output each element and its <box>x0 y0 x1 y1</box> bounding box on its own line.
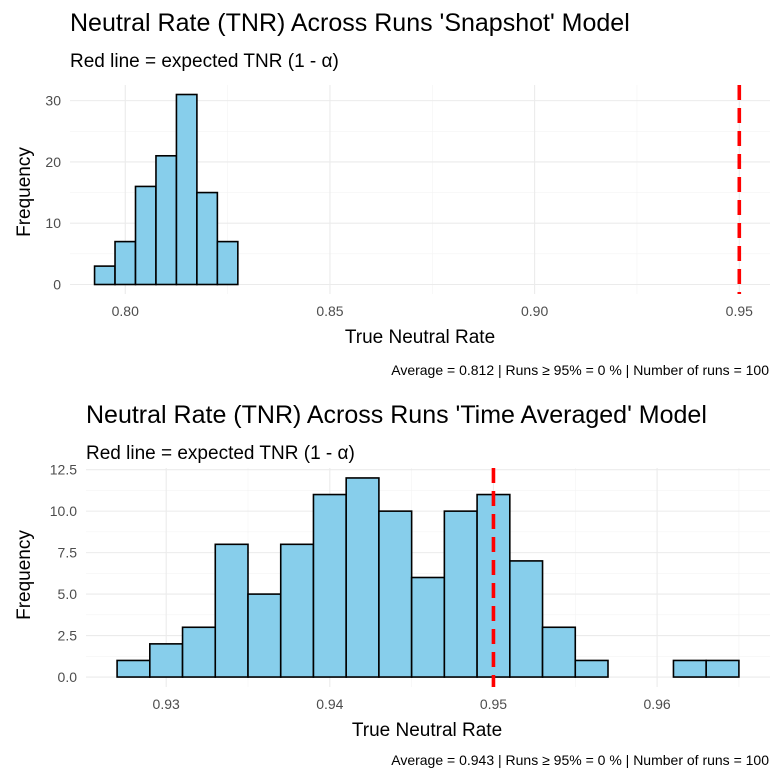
time-averaged-panel: Neutral Rate (TNR) Across Runs 'Time Ave… <box>14 401 770 768</box>
time-averaged-bar <box>705 659 740 678</box>
snapshot-y-tick-label: 10 <box>45 215 61 231</box>
time-averaged-y-tick-label: 5.0 <box>58 586 78 602</box>
time-averaged-bars <box>116 477 740 678</box>
time-averaged-bar <box>181 626 217 678</box>
snapshot-y-ticks: 0 10 20 30 <box>45 93 61 293</box>
time-averaged-y-tick-label: 12.5 <box>50 462 77 478</box>
snapshot-bar <box>114 240 137 286</box>
time-averaged-bar <box>378 510 413 678</box>
time-averaged-bar <box>509 560 544 678</box>
snapshot-y-tick-label: 30 <box>45 93 61 109</box>
snapshot-bar <box>155 154 178 286</box>
time-averaged-y-axis-title: Frequency <box>14 530 35 620</box>
snapshot-panel: Neutral Rate (TNR) Across Runs 'Snapshot… <box>14 9 770 378</box>
snapshot-bar <box>93 265 116 286</box>
time-averaged-bar <box>279 543 315 678</box>
time-averaged-bar <box>149 643 184 678</box>
snapshot-x-axis-title: True Neutral Rate <box>345 327 495 348</box>
time-averaged-x-axis-title: True Neutral Rate <box>352 720 502 741</box>
snapshot-subtitle: Red line = expected TNR (1 - α) <box>70 51 339 72</box>
time-averaged-bar <box>214 543 249 678</box>
snapshot-bar <box>196 191 219 286</box>
snapshot-y-tick-label: 20 <box>45 154 61 170</box>
snapshot-x-tick-label: 0.85 <box>316 303 343 319</box>
time-averaged-x-tick-label: 0.94 <box>316 696 343 712</box>
snapshot-y-tick-label: 0 <box>53 277 61 293</box>
snapshot-bar <box>216 240 239 286</box>
time-averaged-x-tick-label: 0.93 <box>153 696 180 712</box>
time-averaged-y-tick-label: 10.0 <box>50 503 77 519</box>
snapshot-x-ticks: 0.80 0.85 0.90 0.95 <box>112 303 753 319</box>
snapshot-bars <box>93 93 239 286</box>
snapshot-bar <box>175 93 198 286</box>
snapshot-bar <box>134 185 157 286</box>
time-averaged-bar <box>672 659 707 678</box>
snapshot-x-tick-label: 0.80 <box>112 303 139 319</box>
time-averaged-y-tick-label: 7.5 <box>58 545 78 561</box>
time-averaged-caption: Average = 0.943 | Runs ≥ 95% = 0 % | Num… <box>391 752 769 768</box>
time-averaged-bar <box>247 593 282 678</box>
snapshot-y-axis-title: Frequency <box>14 147 35 237</box>
time-averaged-bar <box>574 659 609 678</box>
time-averaged-bar <box>443 510 478 678</box>
time-averaged-bar <box>116 659 151 678</box>
snapshot-x-tick-label: 0.95 <box>726 303 753 319</box>
snapshot-title: Neutral Rate (TNR) Across Runs 'Snapshot… <box>70 9 630 37</box>
snapshot-caption: Average = 0.812 | Runs ≥ 95% = 0 % | Num… <box>391 362 769 378</box>
time-averaged-subtitle: Red line = expected TNR (1 - α) <box>86 443 355 464</box>
time-averaged-bar <box>312 493 347 678</box>
time-averaged-bar <box>410 576 446 678</box>
time-averaged-bar <box>541 626 577 678</box>
time-averaged-title: Neutral Rate (TNR) Across Runs 'Time Ave… <box>86 401 707 429</box>
time-averaged-y-tick-label: 2.5 <box>58 628 78 644</box>
time-averaged-x-tick-label: 0.96 <box>643 696 670 712</box>
snapshot-x-tick-label: 0.90 <box>521 303 548 319</box>
time-averaged-y-tick-label: 0.0 <box>58 669 78 685</box>
time-averaged-y-ticks: 0.0 2.5 5.0 7.5 10.0 12.5 <box>50 462 77 685</box>
time-averaged-x-ticks: 0.93 0.94 0.95 0.96 <box>153 696 671 712</box>
time-averaged-x-tick-label: 0.95 <box>480 696 507 712</box>
time-averaged-bar <box>345 477 380 678</box>
